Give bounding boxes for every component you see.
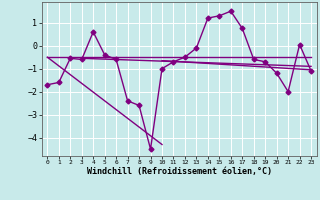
X-axis label: Windchill (Refroidissement éolien,°C): Windchill (Refroidissement éolien,°C) bbox=[87, 167, 272, 176]
